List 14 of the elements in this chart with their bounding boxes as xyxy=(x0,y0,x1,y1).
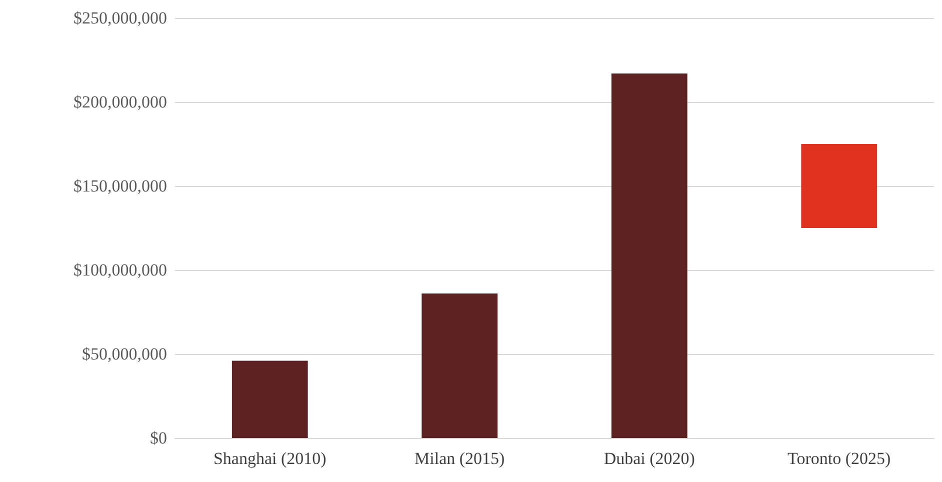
y-tick-label: $0 xyxy=(150,428,167,448)
bar xyxy=(801,144,878,228)
x-tick-label: Toronto (2025) xyxy=(788,449,891,468)
x-tick-label: Milan (2015) xyxy=(414,449,505,468)
y-tick-label: $150,000,000 xyxy=(74,176,167,196)
bar xyxy=(611,73,688,438)
y-tick-label: $250,000,000 xyxy=(74,8,167,28)
bar xyxy=(422,294,498,438)
bar xyxy=(232,360,308,438)
x-tick-label: Shanghai (2010) xyxy=(213,449,326,468)
y-tick-label: $50,000,000 xyxy=(82,344,167,364)
y-tick-label: $100,000,000 xyxy=(74,260,167,280)
x-tick-label: Dubai (2020) xyxy=(604,449,695,468)
y-tick-label: $200,000,000 xyxy=(74,92,167,112)
